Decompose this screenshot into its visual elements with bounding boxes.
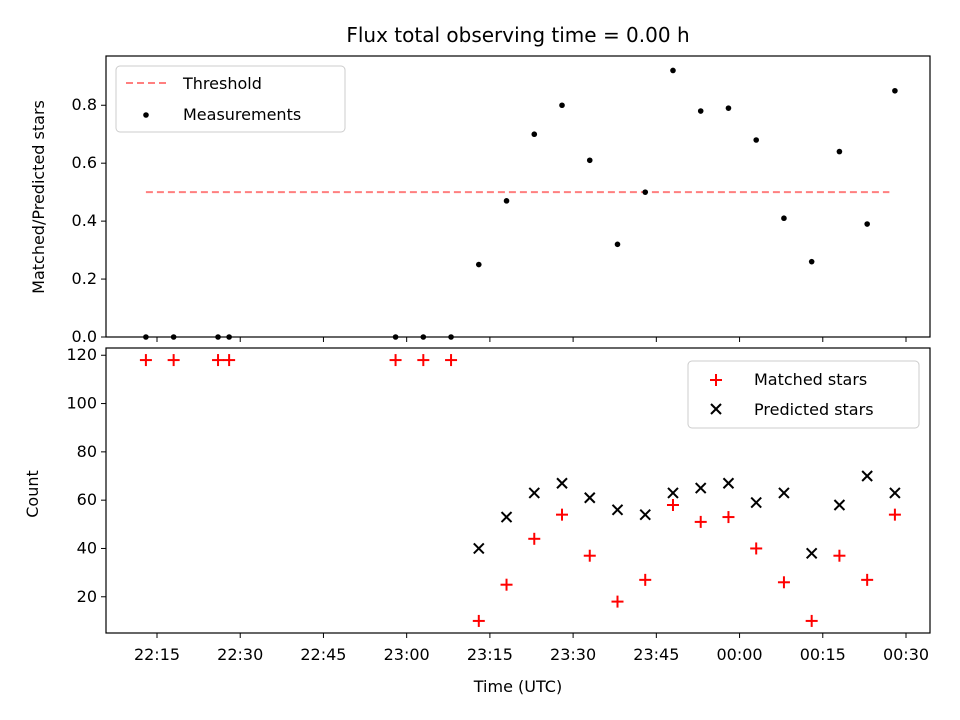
bottom-y-tick-label: 60 [77, 490, 97, 509]
measurement-point [586, 157, 593, 164]
measurement-point [725, 105, 732, 111]
x-tick-label: 23:30 [550, 645, 596, 664]
bottom-y-tick-label: 120 [66, 345, 97, 364]
x-tick-label: 00:00 [717, 645, 763, 664]
predicted-star-marker [750, 496, 762, 509]
x-tick-label: 23:45 [633, 645, 679, 664]
threshold-legend-label: Threshold [182, 74, 262, 93]
matched-star-marker [583, 549, 596, 562]
measurement-point [531, 131, 538, 138]
top-y-tick-label: 0.6 [72, 153, 97, 172]
measurement-point [697, 108, 704, 114]
top-legend-box [115, 65, 346, 133]
measurement-point [475, 261, 482, 268]
predicted-star-marker [778, 487, 790, 499]
x-axis-label: Time (UTC) [473, 677, 562, 696]
matched-star-marker [639, 573, 652, 586]
predicted-star-marker [805, 547, 818, 560]
measurement-point [781, 215, 787, 222]
measurement-point [614, 241, 621, 248]
predicted-star-marker [528, 487, 540, 499]
measurements-legend-swatch [143, 112, 149, 118]
top-y-tick-label: 0.4 [72, 211, 97, 230]
top-y-axis-label: Matched/Predicted stars [29, 100, 48, 294]
matched-star-marker [722, 511, 735, 524]
x-tick-label: 23:15 [467, 645, 513, 664]
bottom-plot-area: 20 40 60 80 100 120 22:15 22:30 22:45 23:00 23:15 2… [66, 345, 929, 664]
matched-star-marker [750, 542, 763, 555]
matched-star-marker [694, 515, 707, 528]
measurement-point [503, 198, 510, 204]
measurement-point [836, 148, 843, 155]
predicted-star-marker [556, 477, 568, 489]
predicted-star-marker [473, 542, 485, 555]
top-y-tick-label: 0.2 [72, 269, 97, 288]
matched-star-marker [556, 508, 569, 521]
matched-star-marker [528, 532, 541, 545]
matched-star-marker [833, 549, 846, 562]
predicted-star-marker [861, 470, 873, 482]
measurements-legend-label: Measurements [183, 105, 301, 124]
measurement-point [559, 102, 565, 109]
bottom-legend: Matched stars Predicted stars [687, 360, 920, 429]
bottom-y-tick-label: 100 [66, 394, 97, 413]
measurement-point [753, 137, 759, 143]
predicted-star-marker [500, 511, 513, 523]
measurement-point [892, 87, 898, 94]
x-tick-label: 22:45 [300, 645, 346, 664]
matched-legend-swatch [710, 374, 722, 386]
top-plot-frame [105, 55, 931, 338]
matched-star-marker [223, 354, 236, 367]
predicted-star-marker [889, 487, 901, 499]
matched-star-marker [389, 354, 402, 367]
bottom-plot-frame [105, 347, 931, 634]
x-tick-label: 22:30 [217, 645, 263, 664]
bottom-y-tick-label: 20 [77, 587, 97, 606]
matched-star-marker [139, 354, 152, 367]
matched-star-marker [805, 614, 818, 627]
predicted-legend-swatch [710, 403, 722, 415]
bottom-y-tick-label: 40 [77, 538, 97, 557]
predicted-star-marker [833, 499, 846, 511]
x-tick-label: 00:30 [883, 645, 929, 664]
predicted-legend-label: Predicted stars [754, 400, 874, 419]
bottom-legend-box [687, 360, 920, 429]
measurement-point [642, 189, 649, 195]
predicted-star-marker [722, 477, 735, 489]
matched-star-marker [611, 595, 624, 608]
matched-star-marker [861, 573, 874, 586]
matched-star-marker [472, 614, 485, 627]
matched-star-marker [666, 498, 679, 511]
matched-star-marker [445, 354, 458, 367]
bottom-y-axis-label: Count [23, 470, 42, 518]
chart-title: Flux total observing time = 0.00 h [346, 23, 689, 47]
measurement-point [670, 67, 676, 74]
x-tick-label: 23:00 [384, 645, 430, 664]
x-tick-label: 00:15 [800, 645, 846, 664]
top-plot-area: 0.0 0.2 0.4 0.6 0.8 [72, 67, 907, 346]
predicted-star-marker [611, 504, 624, 516]
predicted-star-marker [584, 492, 596, 504]
x-tick-label: 22:15 [134, 645, 180, 664]
predicted-star-marker [695, 482, 707, 494]
top-y-tick-label: 0.8 [72, 95, 97, 114]
matched-star-marker [888, 508, 901, 521]
matched-star-marker [417, 354, 430, 367]
matched-star-marker [167, 354, 180, 367]
measurement-point [864, 221, 870, 227]
matched-star-marker [777, 576, 790, 589]
matched-star-marker [212, 354, 225, 367]
top-legend: Threshold Measurements [115, 65, 346, 133]
matched-legend-label: Matched stars [754, 370, 867, 389]
measurement-point [808, 258, 815, 265]
predicted-star-marker [639, 508, 651, 521]
top-y-tick-label: 0.0 [72, 327, 97, 346]
matched-star-marker [500, 578, 513, 591]
predicted-star-marker [667, 487, 679, 499]
bottom-y-tick-label: 80 [77, 442, 97, 461]
